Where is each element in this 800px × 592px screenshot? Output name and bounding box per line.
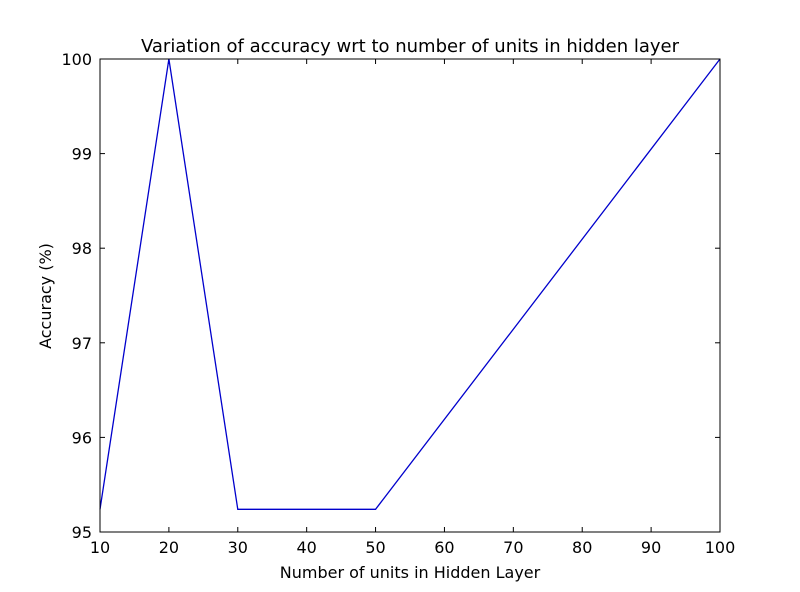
x-tick-label: 50	[365, 538, 385, 557]
plot-frame	[99, 58, 721, 533]
x-tick-label: 20	[159, 538, 179, 557]
chart-title: Variation of accuracy wrt to number of u…	[141, 36, 680, 57]
y-tick-label: 99	[72, 145, 92, 164]
x-tick-label: 80	[572, 538, 592, 557]
x-tick-label: 30	[228, 538, 248, 557]
x-axis-label: Number of units in Hidden Layer	[280, 563, 541, 582]
series-line	[99, 58, 721, 510]
y-tick-label: 97	[72, 334, 92, 353]
y-axis-ticks: 95 96 97 98 99 100	[61, 50, 720, 542]
series-layer	[99, 58, 721, 510]
y-tick-label: 100	[61, 50, 92, 69]
y-axis-label: Accuracy (%)	[36, 243, 55, 349]
x-tick-label: 40	[296, 538, 316, 557]
y-tick-label: 98	[72, 239, 92, 258]
x-axis-ticks: 10 20 30 40 50 60 70 80 90 100	[90, 59, 735, 557]
x-tick-label: 60	[434, 538, 454, 557]
y-tick-label: 96	[72, 428, 92, 447]
x-tick-label: 70	[503, 538, 523, 557]
x-tick-label: 100	[705, 538, 736, 557]
y-tick-label: 95	[72, 523, 92, 542]
x-tick-label: 10	[90, 538, 110, 557]
x-tick-label: 90	[641, 538, 661, 557]
